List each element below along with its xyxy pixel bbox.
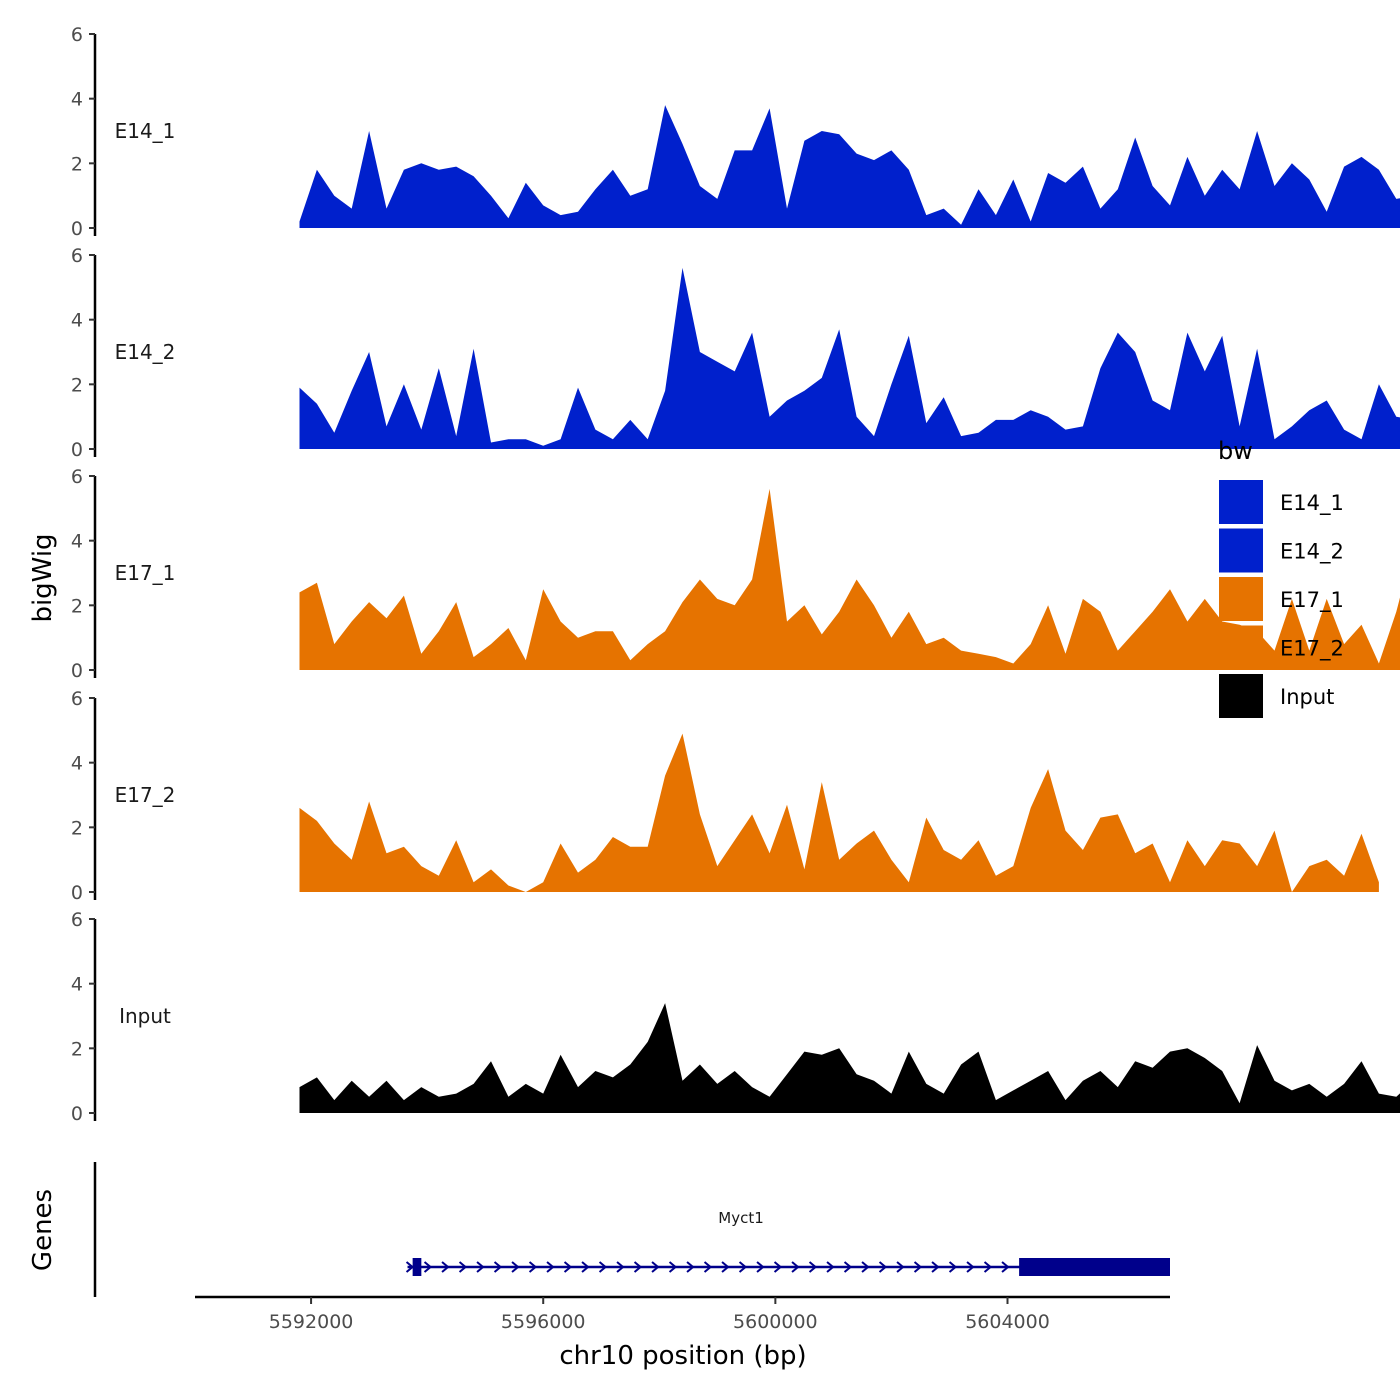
legend-label-e14_2: E14_2 (1280, 540, 1344, 565)
legend-label-e17_2: E17_2 (1280, 637, 1344, 662)
track-e17_2: 0 2 4 6 E17_2 (71, 688, 1379, 904)
legend-swatch-e14_2 (1219, 528, 1263, 573)
y-axis-title: bigWig (28, 533, 58, 622)
strand-arrow-icon (493, 1261, 503, 1273)
legend-swatch-input (1219, 674, 1263, 718)
strand-arrow-icon (546, 1261, 555, 1273)
strand-arrow-icon (511, 1261, 520, 1273)
strand-arrow-icon (966, 1261, 975, 1273)
strand-arrow-icon (773, 1261, 783, 1273)
track-label-e14_2: E14_2 (115, 340, 176, 364)
y-tick-label-e14_2-0: 0 (71, 439, 83, 461)
strand-arrow-icon (1001, 1261, 1010, 1273)
x-tick-label-5604000: 5604000 (965, 1311, 1050, 1333)
y-tick-label-e17_2-4: 4 (71, 753, 83, 775)
strand-arrow-icon (931, 1261, 940, 1273)
strand-arrow-icon (791, 1261, 800, 1273)
strand-arrow-icon (808, 1261, 818, 1273)
legend-title: bw (1218, 437, 1253, 465)
strand-arrow-icon (441, 1261, 450, 1273)
strand-arrow-icon (948, 1261, 958, 1273)
strand-arrow-icon (528, 1261, 538, 1273)
strand-arrow-icon (756, 1261, 765, 1273)
x-tick-label-5596000: 5596000 (501, 1311, 586, 1333)
track-label-e17_1: E17_1 (115, 561, 176, 585)
legend-label-input: Input (1280, 685, 1334, 709)
gene-name-label: Myct1 (718, 1209, 764, 1227)
strand-arrow-icon (738, 1261, 748, 1273)
strand-arrow-icon (843, 1261, 853, 1273)
track-label-e17_2: E17_2 (115, 783, 176, 807)
legend: bw E14_1 E14_2 E17_1 E17_2 Input (1218, 437, 1344, 718)
y-tick-label-e14_2-6: 6 (71, 245, 83, 267)
strand-arrow-icon (651, 1261, 660, 1273)
y-tick-label-e14_1-0: 0 (71, 218, 83, 240)
y-tick-label-input-2: 2 (71, 1038, 83, 1060)
x-axis: 5592000 5596000 5600000 5604000 (195, 1295, 1170, 1333)
track-label-input: Input (119, 1004, 171, 1028)
y-tick-label-e14_2-2: 2 (71, 374, 83, 396)
strand-arrow-icon (476, 1261, 485, 1273)
legend-label-e14_1: E14_1 (1280, 491, 1344, 516)
strand-arrow-icon (913, 1261, 923, 1273)
track-e14_2: 0 2 4 6 E14_2 (71, 245, 1400, 461)
strand-arrow-icon (458, 1261, 468, 1273)
track-e17_1: 0 2 4 6 E17_1 (71, 466, 1400, 682)
x-axis-title: chr10 position (bp) (559, 1341, 806, 1371)
area-e17_1 (299, 488, 1400, 670)
y-tick-label-e17_1-0: 0 (71, 660, 83, 682)
track-e14_1: 0 2 4 6 E14_1 (71, 24, 1400, 240)
area-e14_2 (299, 267, 1400, 449)
strand-arrow-icon (983, 1261, 993, 1273)
y-tick-label-input-0: 0 (71, 1103, 83, 1125)
legend-swatch-e17_1 (1219, 577, 1263, 621)
track-label-e14_1: E14_1 (115, 119, 176, 143)
y-tick-label-e17_2-0: 0 (71, 882, 83, 904)
strand-arrow-icon (686, 1261, 695, 1273)
x-tick-label-5600000: 5600000 (733, 1311, 818, 1333)
strand-arrow-icon (826, 1261, 835, 1273)
y-tick-label-input-6: 6 (71, 909, 83, 931)
area-e14_1 (299, 105, 1400, 228)
area-e17_2 (299, 733, 1379, 892)
track-input: 0 2 4 6 Input (71, 909, 1400, 1125)
y-tick-label-e17_1-4: 4 (71, 531, 83, 553)
signal-tracks: 0 2 4 6 E14_1 0 2 4 6 E14_2 0 2 4 6 E17_1 0 2 4 6 E17_2 0 2 4 6… (71, 24, 1400, 1125)
legend-swatch-e17_2 (1219, 625, 1263, 670)
strand-arrow-icon (878, 1261, 888, 1273)
strand-arrow-icon (616, 1261, 625, 1273)
y-tick-label-e14_2-4: 4 (71, 310, 83, 332)
y-tick-label-e14_1-2: 2 (71, 153, 83, 175)
strand-arrow-icon (633, 1261, 643, 1273)
y-tick-label-e17_2-2: 2 (71, 817, 83, 839)
strand-arrow-icon (423, 1261, 433, 1273)
y-tick-label-e17_1-2: 2 (71, 595, 83, 617)
strand-arrow-icon (405, 1261, 415, 1273)
y-tick-label-e17_2-6: 6 (71, 688, 83, 710)
legend-label-e17_1: E17_1 (1280, 588, 1344, 613)
x-tick-label-5592000: 5592000 (269, 1311, 354, 1333)
gene-exon-2 (1019, 1258, 1170, 1276)
genes-axis-title: Genes (28, 1189, 58, 1271)
strand-arrow-icon (598, 1261, 608, 1273)
gene-exon-1 (412, 1258, 422, 1276)
strand-arrow-icon (668, 1261, 678, 1273)
gene-track: Myct1 (93, 1162, 1170, 1297)
strand-arrow-icon (896, 1261, 905, 1273)
y-tick-label-e17_1-6: 6 (71, 466, 83, 488)
strand-arrow-icon (721, 1261, 730, 1273)
strand-arrow-icon (581, 1261, 590, 1273)
strand-arrow-icon (861, 1261, 870, 1273)
y-tick-label-e14_1-4: 4 (71, 89, 83, 111)
area-input (299, 1003, 1400, 1113)
strand-arrow-icon (703, 1261, 713, 1273)
legend-swatch-e14_1 (1219, 480, 1263, 524)
y-tick-label-input-4: 4 (71, 974, 83, 996)
y-tick-label-e14_1-6: 6 (71, 24, 83, 46)
strand-arrow-icon (563, 1261, 573, 1273)
